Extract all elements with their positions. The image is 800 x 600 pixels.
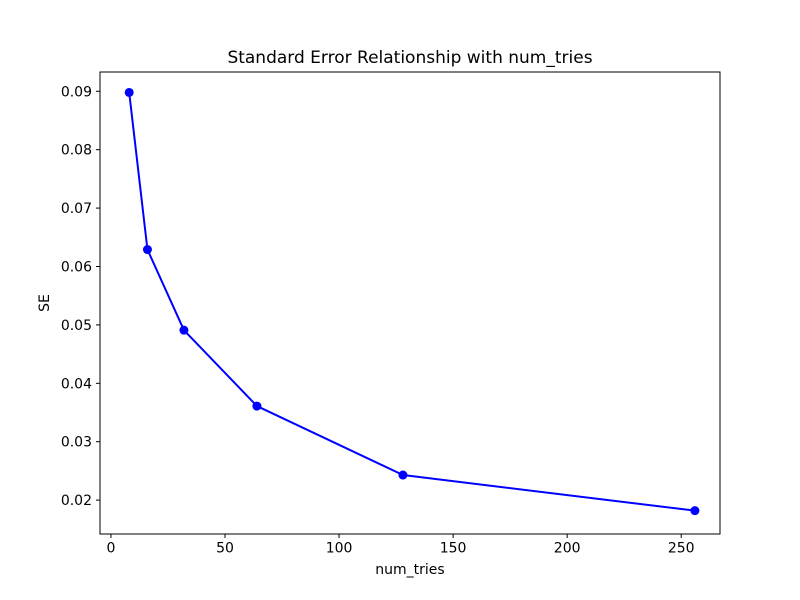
y-tick-label: 0.07 [61, 201, 92, 217]
chart-title: Standard Error Relationship with num_tri… [227, 48, 592, 68]
y-tick-label: 0.08 [61, 143, 92, 159]
y-axis-label: SE [37, 294, 53, 312]
data-series [124, 87, 700, 516]
data-point-marker [179, 325, 189, 335]
x-tick-label: 250 [668, 541, 695, 557]
y-tick-label: 0.02 [61, 493, 92, 509]
x-axis-ticks: 0 50 100 150 200 250 [106, 534, 695, 557]
x-tick-label: 100 [326, 541, 353, 557]
x-tick-label: 200 [554, 541, 581, 557]
x-tick-label: 150 [440, 541, 467, 557]
y-tick-label: 0.09 [61, 84, 92, 100]
y-tick-label: 0.04 [61, 376, 92, 392]
data-point-marker [124, 87, 134, 97]
y-axis-ticks: 0.02 0.03 0.04 0.05 0.06 0.07 0.08 0.09 [61, 84, 100, 509]
data-point-marker [142, 245, 152, 255]
data-point-marker [252, 401, 262, 411]
y-tick-label: 0.03 [61, 435, 92, 451]
y-tick-label: 0.05 [61, 318, 92, 334]
y-tick-label: 0.06 [61, 259, 92, 275]
plot-area-border [99, 71, 721, 535]
x-tick-label: 50 [216, 541, 234, 557]
data-point-marker [690, 506, 700, 516]
series-line [128, 91, 696, 512]
x-axis-label: num_tries [375, 562, 444, 578]
data-point-marker [398, 470, 408, 480]
x-tick-label: 0 [106, 541, 115, 557]
